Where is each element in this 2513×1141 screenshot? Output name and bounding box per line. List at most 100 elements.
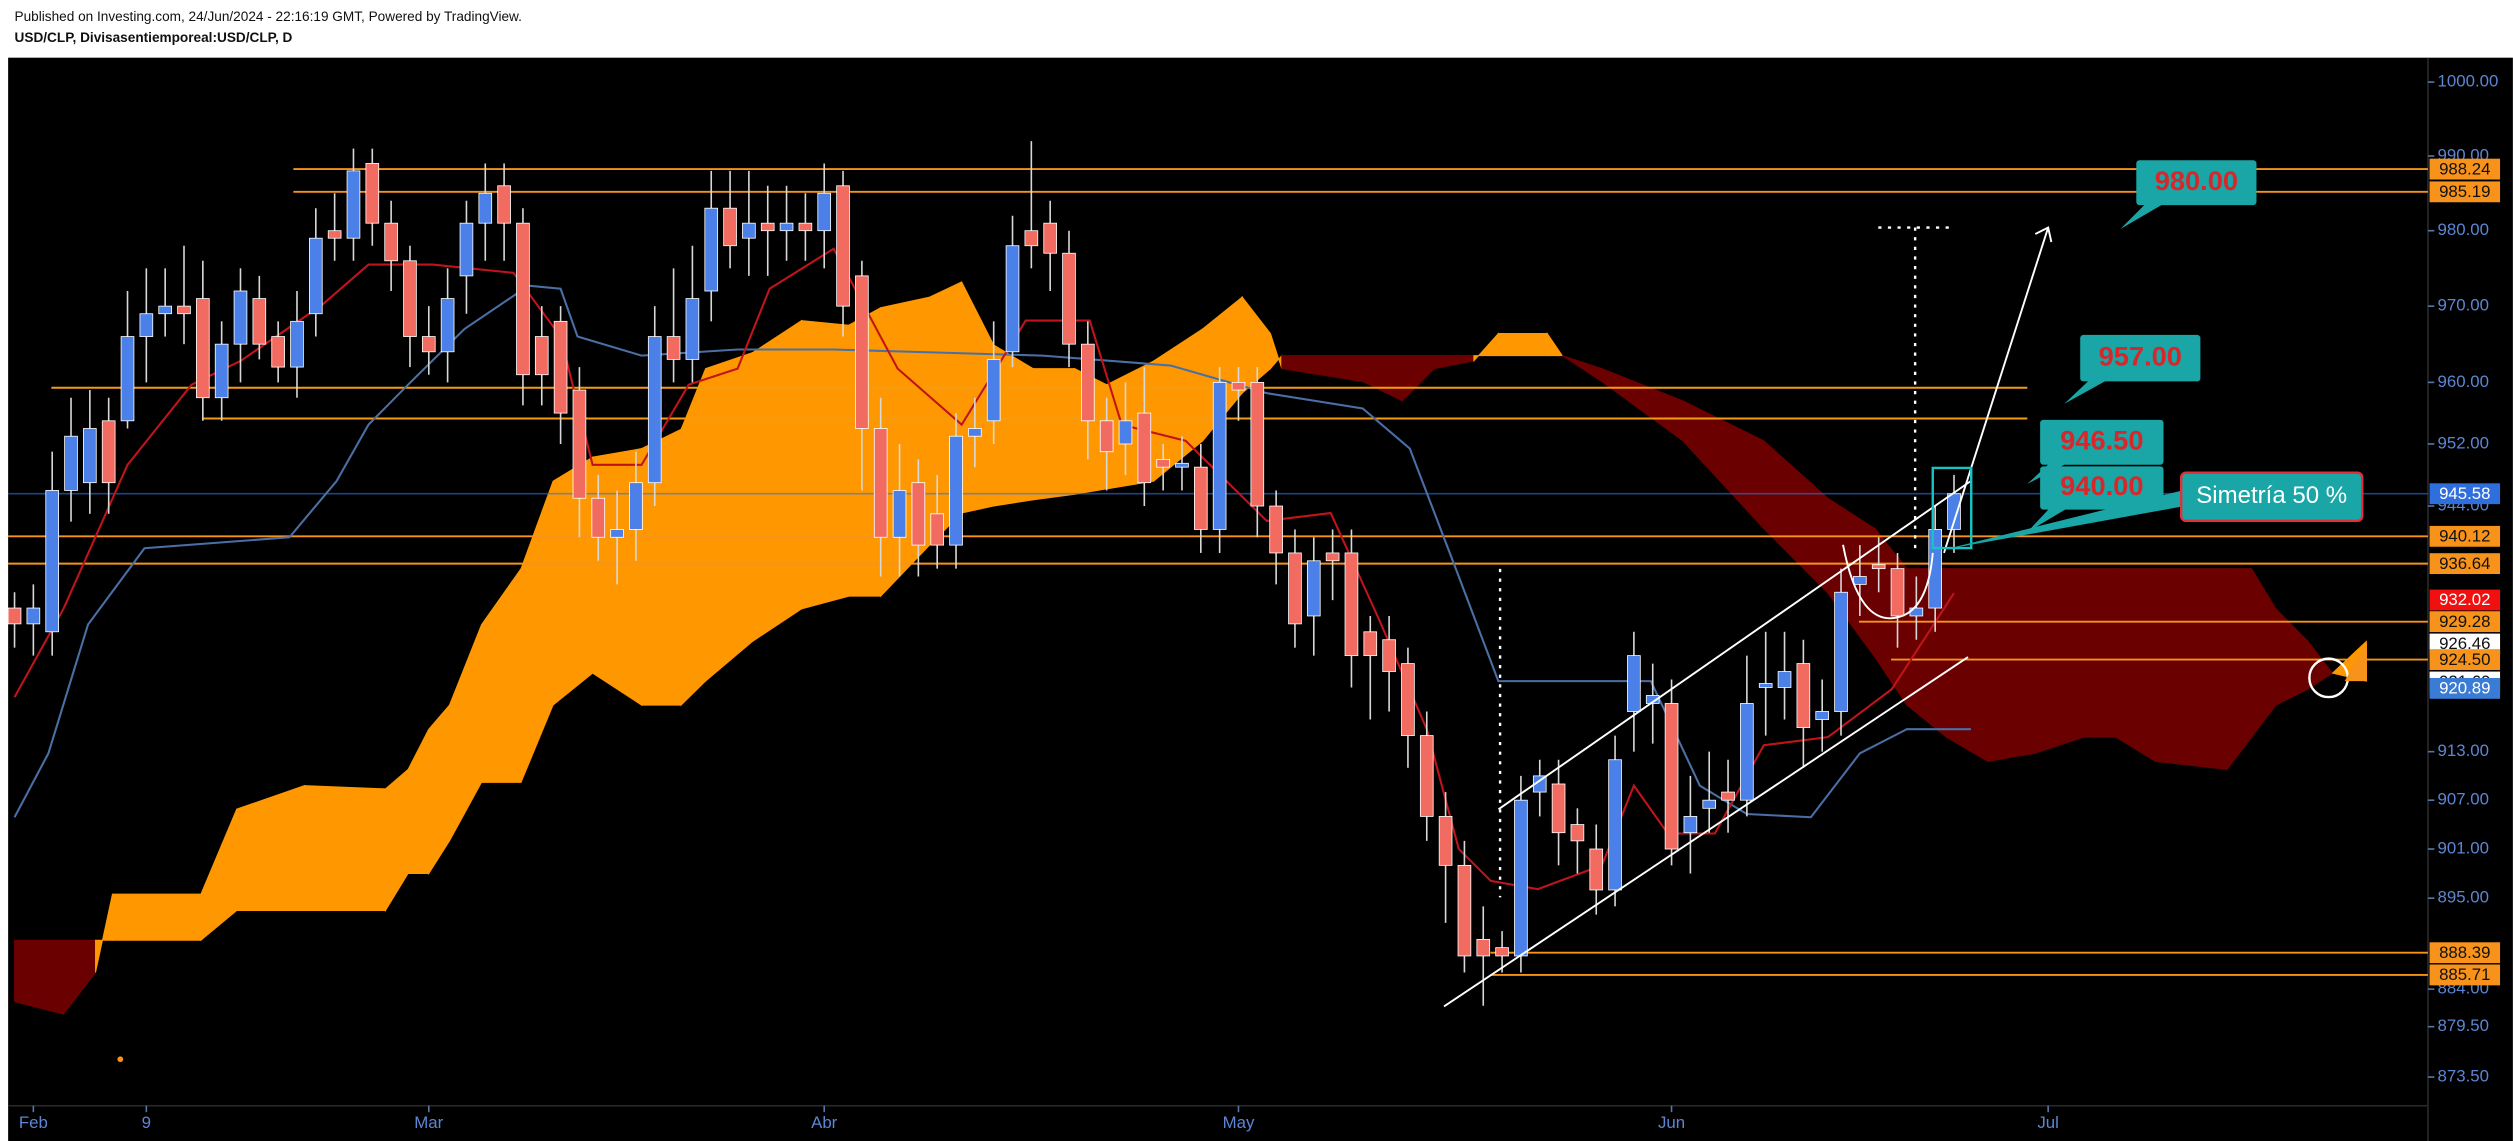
callout-label: 940.00: [2060, 470, 2143, 501]
candle-body: [1664, 703, 1679, 850]
price-marker: [2429, 964, 2501, 986]
candle-body: [26, 607, 41, 625]
candle-body: [779, 222, 794, 232]
candle-body: [120, 336, 135, 422]
candle-body: [742, 222, 756, 239]
candle-body: [64, 435, 78, 491]
candle-body: [1288, 552, 1302, 625]
price-marker: [2429, 181, 2501, 203]
cloud-segment: [304, 785, 386, 911]
candle-body: [1815, 711, 1830, 720]
candle-body: [1702, 799, 1717, 809]
candle-body: [1175, 462, 1189, 468]
candle-body: [1721, 791, 1735, 801]
y-tick-label: 1000.00: [2438, 72, 2499, 91]
price-marker: [2429, 611, 2501, 633]
candle-body: [139, 313, 154, 337]
candle-body: [384, 222, 398, 262]
plot-area: [7, 141, 2428, 1016]
chart-title: USD/CLP, Divisasentiemporeal:USD/CLP, D: [15, 30, 293, 45]
projection-arrow: [1943, 227, 2050, 554]
cloud-segment: [14, 939, 64, 1015]
candle-body: [516, 222, 530, 376]
price-marker-label: 932.02: [2439, 590, 2490, 609]
caption: Published on Investing.com, 24/Jun/2024 …: [15, 9, 522, 24]
candle-body: [1306, 560, 1321, 617]
candle-body: [196, 298, 210, 399]
candle-body: [308, 237, 323, 315]
cloud-segment: [2115, 568, 2156, 763]
candle-body: [610, 529, 624, 538]
callout-box: [2136, 160, 2257, 206]
price-marker: [2429, 942, 2501, 964]
candle-body: [1438, 816, 1453, 866]
price-marker: [2429, 649, 2501, 671]
candle-body: [1495, 947, 1509, 957]
candle-body: [855, 275, 869, 429]
callout-box: [2080, 334, 2201, 382]
candle-body: [214, 343, 229, 399]
candle-body: [1269, 505, 1283, 554]
candle-body: [1476, 938, 1491, 957]
cloud-segment: [2155, 568, 2228, 770]
candle-body: [1193, 466, 1208, 530]
callout-box: [2040, 466, 2164, 510]
candle-body: [101, 420, 116, 484]
candle-body: [1363, 631, 1378, 657]
price-marker-label: 885.71: [2439, 965, 2490, 984]
candle-body: [158, 305, 172, 315]
callout-pointer: [2120, 201, 2167, 230]
price-marker: [2429, 483, 2501, 505]
tenkan-line: [13, 247, 1955, 891]
price-marker: [2429, 589, 2501, 611]
candle-body: [1005, 245, 1020, 353]
candle-body: [1740, 703, 1754, 801]
candle-body: [1871, 564, 1886, 570]
price-marker-label: 936.64: [2439, 554, 2490, 573]
candle-body: [704, 207, 719, 292]
candle-body: [1853, 576, 1867, 585]
price-marker-label: 985.19: [2439, 182, 2490, 201]
axes: 1000.00990.00980.00970.00960.00952.00944…: [19, 72, 2501, 1132]
candle-body: [1401, 663, 1415, 736]
candle-body: [666, 336, 681, 360]
candle-body: [873, 428, 888, 538]
candle-body: [252, 298, 267, 345]
price-marker-label: 924.50: [2439, 650, 2490, 669]
x-tick-label: 9: [142, 1113, 151, 1132]
candle-body: [1118, 420, 1133, 445]
candle-body: [723, 207, 737, 247]
candle-body: [440, 298, 455, 353]
candle-body: [553, 320, 568, 414]
candle-body: [177, 305, 191, 315]
channel-line: [1497, 479, 1972, 811]
price-marker: [2429, 553, 2501, 575]
price-marker-label: 888.39: [2439, 943, 2490, 962]
candle-body: [1570, 824, 1585, 842]
price-marker-label: 988.24: [2439, 159, 2490, 178]
candle-body: [7, 607, 22, 625]
candle-body: [1514, 799, 1528, 957]
candle-body: [760, 222, 775, 232]
candle-body: [930, 513, 945, 546]
triangle-drawing: [2344, 642, 2368, 682]
drawings: 980.00 957.00 946.50 940.00 Simetría 50 …: [117, 160, 2368, 1063]
candle-body: [421, 336, 436, 353]
x-tick-label: Jul: [2037, 1113, 2059, 1132]
candle-body: [1419, 735, 1434, 817]
cloud-segment: [752, 319, 803, 643]
y-tick-label: 952.00: [2438, 433, 2489, 452]
candle-body: [572, 389, 587, 499]
candle-body: [83, 428, 97, 484]
x-tick-label: Abr: [811, 1113, 838, 1132]
callout-pointer: [2064, 378, 2111, 404]
candle-body: [1062, 252, 1076, 345]
candle-body: [497, 185, 511, 224]
cloud-segment: [2226, 568, 2252, 771]
candle-body: [968, 428, 982, 437]
cloud-segment: [705, 351, 754, 683]
candle-body: [1382, 639, 1396, 672]
price-marker-label: 945.58: [2439, 484, 2490, 503]
cloud-segment: [880, 296, 931, 598]
